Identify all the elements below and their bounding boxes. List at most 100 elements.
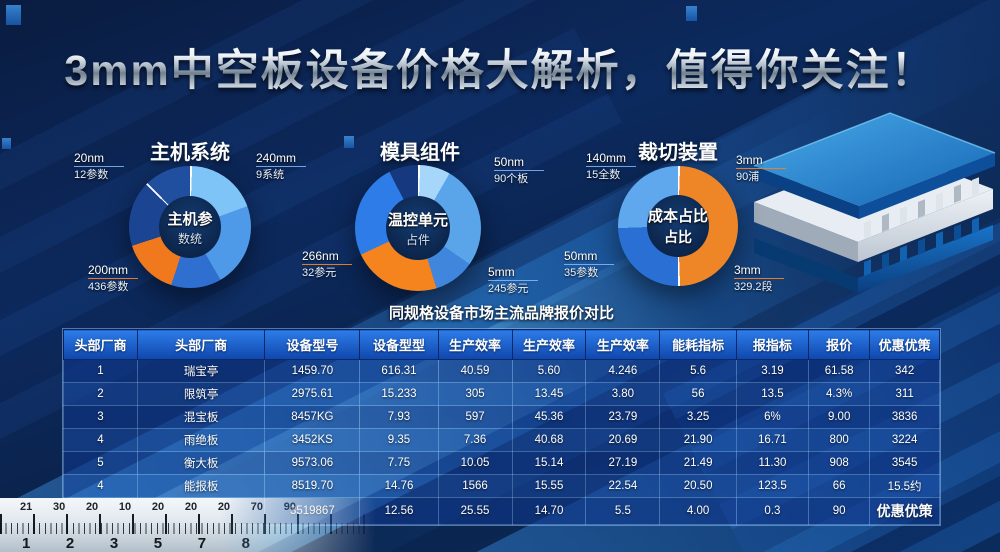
column-header: 生产效率 — [437, 329, 513, 360]
callout-caption: 32参元 — [302, 267, 337, 280]
chart-callout: 140mm 15全数 — [586, 148, 664, 183]
ruler-top-numbers: 21 30 20 10 20 20 20 70 90 — [0, 501, 312, 513]
callout-caption: 436参数 — [88, 281, 129, 294]
table-cell: 16.71 — [735, 428, 810, 452]
row-index-cell: 5 — [63, 451, 138, 475]
table-row: 4 能报板 8519.70 14.76 1566 15.55 22.54 20.50 123.5… — [63, 474, 940, 498]
table-cell: 15.5约 — [869, 474, 940, 498]
table-cell: 20.50 — [659, 474, 737, 498]
table-cell: 616.31 — [359, 359, 439, 383]
table-cell: 混宝板 — [136, 405, 266, 429]
donut-center-label: 主机参 数统 — [159, 196, 221, 258]
table-cell: 6% — [735, 405, 810, 429]
table-cell: 3836 — [869, 405, 940, 429]
table-cell: 40.59 — [437, 359, 513, 383]
column-header: 报指标 — [735, 329, 810, 360]
table-cell: 雨绝板 — [136, 428, 266, 452]
table-cell: 7.36 — [437, 428, 513, 452]
column-header: 优惠优策 — [869, 329, 940, 360]
donut-center-line1: 主机参 — [167, 210, 213, 228]
table-cell: 9573.06 — [264, 451, 361, 475]
table-cell: 13.5 — [735, 382, 810, 406]
table-row: 1 瑞宝亭 1459.70 616.31 40.59 5.60 4.246 5.6 3.19 61… — [63, 359, 940, 383]
callout-value: 240mm — [256, 151, 306, 168]
donut-center-line2: 占件 — [405, 232, 430, 247]
callout-value: 5mm — [488, 265, 538, 282]
ruler-tick-marks — [0, 514, 380, 534]
price-comparison-table: 头部厂商 头部厂商 设备型号 设备型型 生产效率 生产效率 生产效率 能耗指标 报指标 报价 优惠优… — [63, 329, 940, 525]
table-cell: 9.35 — [359, 428, 439, 452]
table-row: 3 混宝板 8457KG 7.93 597 45.36 23.79 3.25 6% 9.00 383… — [63, 405, 940, 429]
row-index-cell: 4 — [63, 428, 138, 452]
table-cell: 能报板 — [136, 474, 266, 498]
table-cell: 4.00 — [659, 497, 737, 525]
donut-ring: 主机参 数统 — [129, 166, 251, 288]
table-cell: 311 — [869, 382, 940, 406]
table-cell: 3452KS — [264, 428, 361, 452]
table-cell: 123.5 — [735, 474, 810, 498]
callout-caption: 329.2段 — [734, 281, 773, 294]
callout-value: 50nm — [494, 155, 544, 172]
donut-center-label: 成本占比 占比 — [647, 195, 709, 257]
ruler-number: 3 — [109, 535, 119, 552]
table-cell: 14.70 — [511, 497, 587, 525]
ruler-bottom-numbers: 1 2 3 5 7 8 — [0, 535, 268, 552]
ruler-number: 20 — [85, 501, 99, 513]
table-cell: 597 — [437, 405, 513, 429]
ruler-number: 5 — [153, 535, 163, 552]
chart-callout: 20nm 12参数 — [74, 148, 152, 183]
table-row: 4 雨绝板 3452KS 9.35 7.36 40.68 20.69 21.90 16.71 80… — [63, 428, 940, 452]
table-cell: 1459.70 — [264, 359, 361, 383]
table-cell: 1566 — [437, 474, 513, 498]
table-cell: 22.54 — [585, 474, 661, 498]
table-cell: 5.60 — [511, 359, 587, 383]
table-cell: 56 — [659, 382, 737, 406]
decor-mark — [2, 138, 11, 149]
row-index-cell: 2 — [63, 382, 138, 406]
ruler-number: 20 — [217, 501, 231, 513]
page-title: 3mm中空板设备价格大解析，值得你关注！ — [0, 36, 1000, 98]
callout-caption: 90个板 — [494, 173, 529, 186]
table-cell: 限筑亭 — [136, 382, 266, 406]
price-comparison-section: 同规格设备市场主流品牌报价对比 头部厂商 头部厂商 设备型号 设备型型 生产效率 生产效率… — [63, 302, 940, 525]
donut-center-line2: 占比 — [664, 229, 692, 245]
table-cell: 15.233 — [359, 382, 439, 406]
table-cell: 45.36 — [511, 405, 587, 429]
column-header: 头部厂商 — [63, 329, 138, 360]
hollow-board-illustration — [753, 112, 996, 293]
callout-caption: 15全数 — [586, 169, 621, 182]
table-cell: 4.246 — [585, 359, 661, 383]
table-cell: 8457KG — [264, 405, 361, 429]
table-cell: 8519.70 — [264, 474, 361, 498]
ruler-number: 1 — [22, 535, 31, 552]
callout-caption: 90浦 — [736, 171, 760, 184]
table-cell: 3224 — [869, 428, 940, 452]
chart-callout: 50nm 90个板 — [494, 152, 572, 187]
table-cell: 66 — [808, 474, 871, 498]
table-header-row: 头部厂商 头部厂商 设备型号 设备型型 生产效率 生产效率 生产效率 能耗指标 报指标 报价 优惠优… — [63, 329, 940, 360]
ruler-number: 21 — [20, 501, 33, 513]
table-cell: 27.19 — [585, 451, 661, 475]
column-header: 设备型号 — [264, 329, 361, 360]
table-cell: 21.90 — [659, 428, 737, 452]
ruler: 21 30 20 10 20 20 20 70 90 1 2 3 5 7 8 — [0, 498, 380, 552]
donut-chart-host-system: 主机系统 主机参 数统 20nm 12参数 240mm 9系统 200mm 436参数 — [62, 136, 330, 308]
callout-value: 3mm — [734, 263, 784, 280]
table-cell: 61.58 — [808, 359, 871, 383]
chart-callout: 5mm 245参元 — [488, 262, 566, 297]
chart-callout: 200mm 436参数 — [88, 260, 166, 295]
table-cell: 2975.61 — [264, 382, 361, 406]
table-cell: 瑞宝亭 — [136, 359, 266, 383]
table-cell: 5.6 — [659, 359, 737, 383]
column-header: 生产效率 — [585, 329, 661, 360]
table-cell: 7.75 — [359, 451, 439, 475]
callout-value: 3mm — [736, 153, 786, 170]
ruler-number: 20 — [184, 501, 198, 513]
table-cell: 40.68 — [511, 428, 587, 452]
callout-value: 140mm — [586, 151, 636, 168]
decor-mark — [6, 5, 21, 25]
table-cell: 15.55 — [511, 474, 587, 498]
row-index-cell: 4 — [63, 474, 138, 498]
table-cell: 342 — [869, 359, 940, 383]
